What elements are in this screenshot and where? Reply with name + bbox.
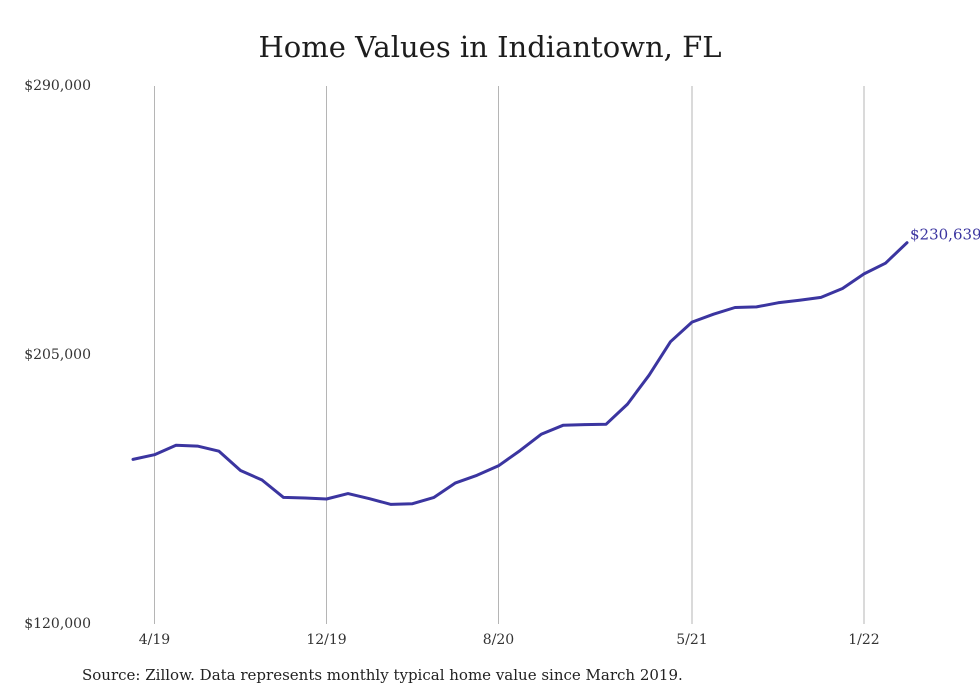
data-point [346,492,350,495]
data-point [690,320,694,324]
data-point [884,262,887,265]
data-point [475,474,479,477]
data-point [196,444,199,448]
data-point [776,301,780,304]
data-point [389,503,393,506]
data-point [626,402,629,406]
data-point [217,450,221,453]
data-point [604,423,608,426]
data-point [733,306,737,309]
data-point [260,478,264,482]
x-tick-label: 1/22 [848,632,879,648]
data-point [819,296,823,299]
x-axis-ticks: 4/19 12/19 8/20 5/21 1/22 [139,632,880,648]
y-axis-ticks: $120,000 $205,000 $290,000 [24,78,91,632]
data-point [368,497,371,500]
series-line [131,241,909,506]
y-tick-label: $290,000 [24,78,91,94]
grid-layer [154,86,865,624]
data-point [325,497,328,501]
data-point [411,502,414,505]
data-point [669,340,672,343]
data-point [647,374,651,377]
data-point [153,453,156,456]
data-point [755,305,758,309]
data-point [174,443,178,447]
series-layer [131,241,909,506]
data-point [798,299,801,302]
data-point [303,496,307,500]
x-tick-label: 5/21 [676,632,707,648]
data-point [561,424,565,427]
data-point [131,458,135,461]
data-point [540,432,543,436]
source-note: Source: Zillow. Data represents monthly … [82,666,683,684]
x-tick-label: 4/19 [139,632,170,648]
y-tick-label: $205,000 [24,347,91,363]
data-point [583,423,586,426]
x-tick-label: 8/20 [483,632,514,648]
data-point [497,464,500,467]
data-point [712,312,715,316]
chart-title: Home Values in Indiantown, FL [258,30,722,64]
data-point [862,272,866,276]
data-point [905,241,909,244]
data-point [282,496,285,499]
x-tick-label: 12/19 [306,632,346,648]
data-point [454,481,457,485]
data-point [518,449,522,452]
data-point [432,496,436,499]
end-value-label: $230,639 [910,226,980,244]
data-point [841,287,844,290]
y-tick-label: $120,000 [24,616,91,632]
data-point [239,469,242,472]
